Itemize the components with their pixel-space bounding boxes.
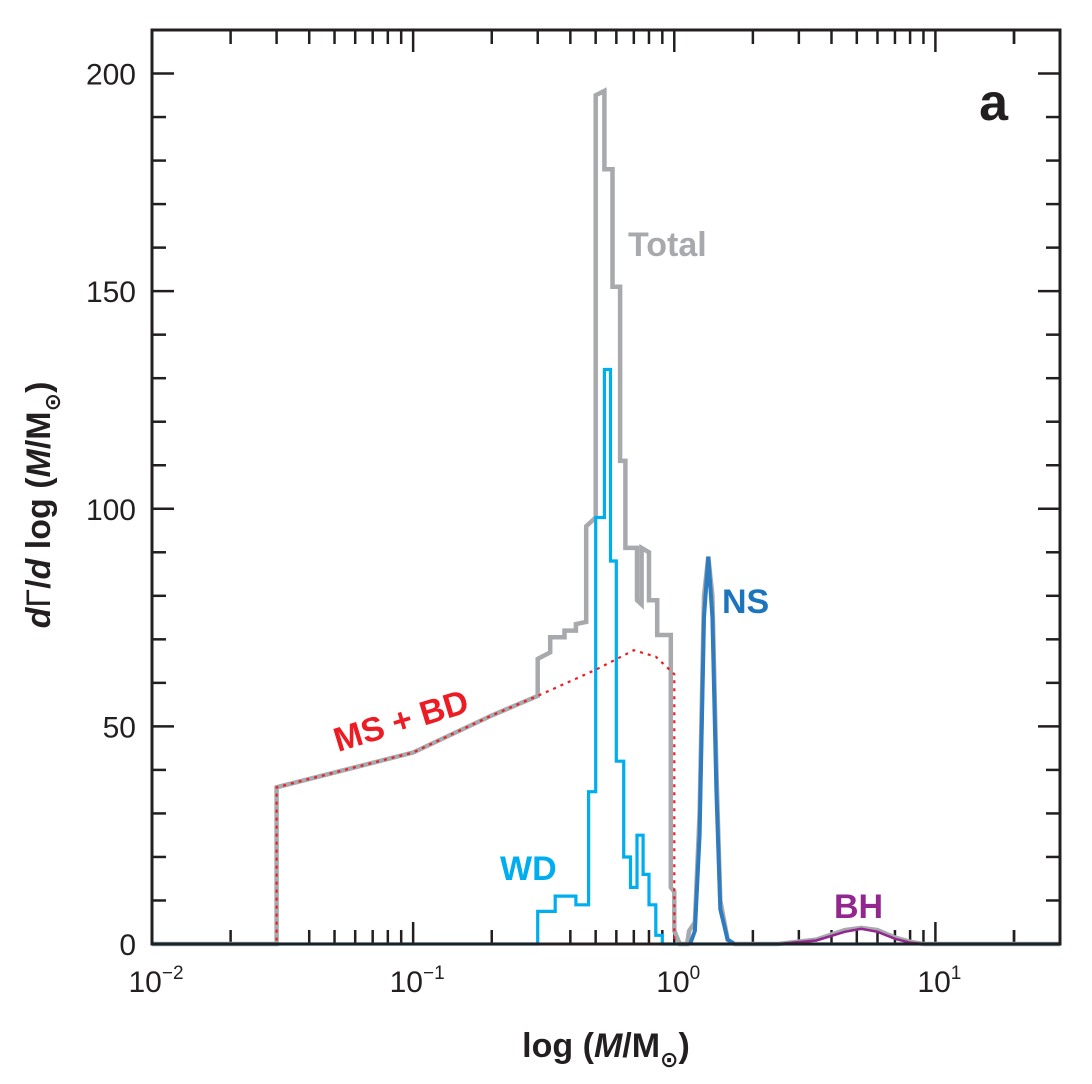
y-tick-label: 100 <box>86 494 136 527</box>
plot-frame <box>150 28 1062 946</box>
y-tick-label: 50 <box>103 711 136 744</box>
series-layer <box>152 87 1060 947</box>
series-line-bh <box>778 927 924 946</box>
x-tick-label: 10−1 <box>390 963 445 999</box>
annotation-wd: WD <box>500 850 557 888</box>
y-tick-label: 0 <box>119 929 136 962</box>
y-axis-title: dΓ/d log (M/M⊙) <box>20 382 65 629</box>
x-axis-title: log (M/M⊙) <box>522 1027 690 1072</box>
y-tick-label: 200 <box>86 59 136 92</box>
axis-ticks <box>150 30 1062 946</box>
y-tick-label: 150 <box>86 276 136 309</box>
annotation-ns: NS <box>722 583 769 621</box>
series-line-wd <box>152 367 1060 946</box>
x-tick-label: 101 <box>917 963 961 999</box>
annotation-total: Total <box>628 226 707 264</box>
annotation-ms-bd: MS + BD <box>329 683 473 760</box>
series-line-ns <box>688 556 736 946</box>
annotation-bh: BH <box>834 888 883 926</box>
x-tick-label: 10−2 <box>128 963 183 999</box>
x-tick-label: 100 <box>656 963 700 999</box>
series-line-ms-bd <box>152 649 1060 946</box>
panel-label: a <box>979 74 1009 132</box>
